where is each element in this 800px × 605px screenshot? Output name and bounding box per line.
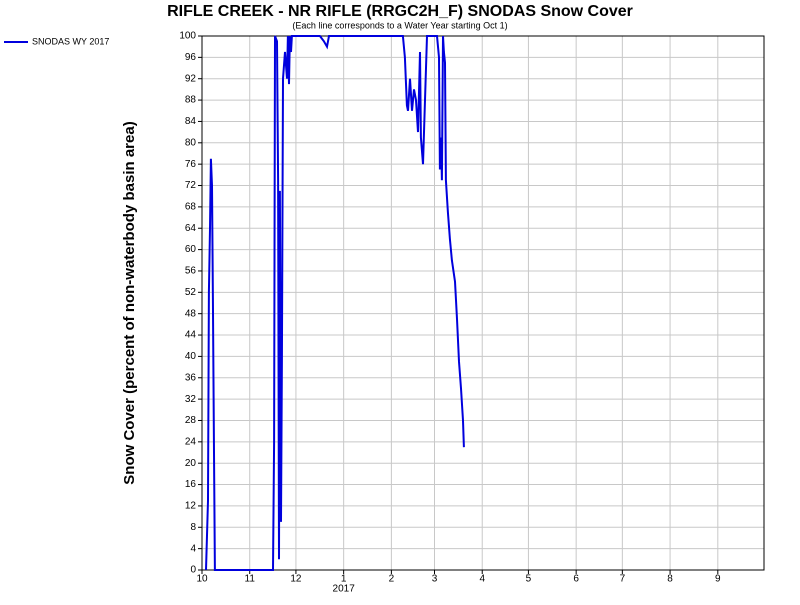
chart-title: RIFLE CREEK - NR RIFLE (RRGC2H_F) SNODAS… — [167, 3, 633, 20]
y-tick-label: 72 — [185, 180, 197, 191]
x-tick-label: 5 — [526, 574, 532, 585]
x-tick-label: 2 — [389, 574, 395, 585]
y-tick-label: 48 — [185, 308, 197, 319]
x-tick-label: 1 — [341, 574, 347, 585]
plot-border — [201, 35, 765, 571]
chart-subtitle: (Each line corresponds to a Water Year s… — [292, 20, 507, 30]
x-tick-label: 9 — [715, 574, 721, 585]
y-tick-label: 40 — [185, 351, 197, 362]
x-tick-label: 12 — [290, 574, 302, 585]
y-tick-label: 96 — [185, 52, 197, 63]
y-tick-label: 0 — [190, 565, 196, 576]
y-tick-label: 24 — [185, 436, 197, 447]
y-tick-label: 52 — [185, 287, 197, 298]
y-tick-label: 88 — [185, 95, 197, 106]
legend-label: SNODAS WY 2017 — [32, 36, 109, 46]
y-tick-label: 12 — [185, 501, 197, 512]
x-year-label: 2017 — [333, 584, 356, 595]
y-tick-label: 16 — [185, 479, 197, 490]
y-tick-label: 92 — [185, 73, 197, 84]
y-tick-label: 64 — [185, 223, 197, 234]
x-tick-label: 4 — [479, 574, 485, 585]
y-tick-label: 8 — [190, 522, 196, 533]
x-tick-label: 3 — [432, 574, 438, 585]
x-tick-label: 8 — [667, 574, 673, 585]
x-tick-label: 11 — [245, 574, 256, 585]
y-tick-label: 80 — [185, 137, 197, 148]
y-tick-label: 60 — [185, 244, 197, 255]
y-tick-label: 76 — [185, 159, 197, 170]
data-line — [205, 35, 465, 571]
y-tick-label: 28 — [185, 415, 197, 426]
y-tick-label: 4 — [190, 543, 196, 554]
y-tick-label: 84 — [185, 116, 197, 127]
y-tick-label: 100 — [179, 31, 196, 42]
y-tick-label: 32 — [185, 394, 197, 405]
x-tick-label: 6 — [573, 574, 579, 585]
y-tick-label: 36 — [185, 372, 197, 383]
y-tick-label: 68 — [185, 202, 197, 213]
x-tick-label: 7 — [620, 574, 626, 585]
y-axis-label: Snow Cover (percent of non-waterbody bas… — [121, 121, 138, 484]
y-tick-label: 44 — [185, 330, 197, 341]
y-tick-label: 56 — [185, 266, 197, 277]
x-tick-label: 10 — [196, 574, 208, 585]
y-tick-label: 20 — [185, 458, 197, 469]
